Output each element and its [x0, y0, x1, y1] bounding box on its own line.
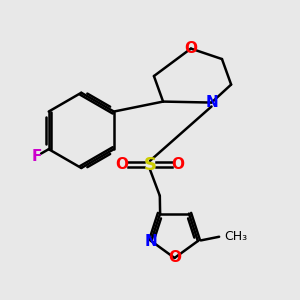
Text: O: O — [116, 157, 129, 172]
Text: CH₃: CH₃ — [224, 230, 247, 243]
Text: O: O — [184, 41, 197, 56]
Text: O: O — [168, 250, 181, 266]
Text: N: N — [205, 95, 218, 110]
Text: S: S — [143, 156, 157, 174]
Text: O: O — [171, 157, 184, 172]
Text: N: N — [145, 233, 158, 248]
Text: F: F — [32, 148, 42, 164]
